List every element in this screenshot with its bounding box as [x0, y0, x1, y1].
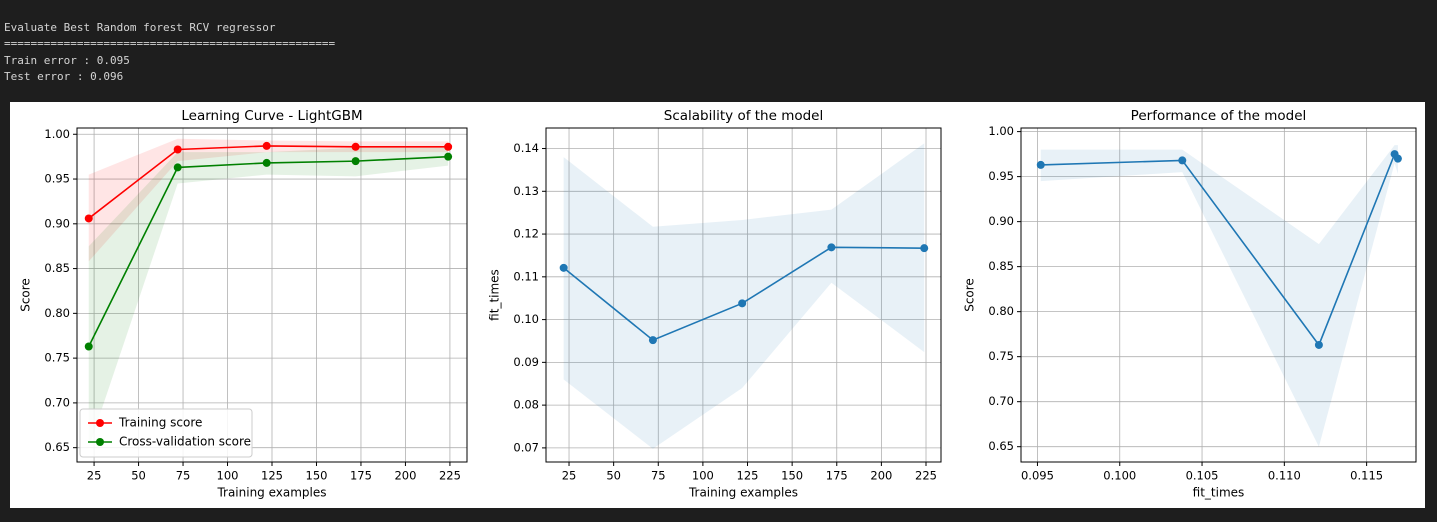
- data-point: [1393, 154, 1402, 163]
- x-tick-label: 0.095: [1021, 469, 1054, 483]
- data-point: [1314, 340, 1323, 349]
- y-tick-label: 0.80: [44, 306, 70, 320]
- x-tick-label: 150: [306, 469, 328, 483]
- x-tick-label: 25: [562, 469, 577, 483]
- x-tick-label: 25: [87, 469, 102, 483]
- chart-title: Learning Curve - LightGBM: [181, 108, 362, 124]
- confidence-band: [563, 143, 925, 449]
- data-point: [827, 243, 836, 252]
- axes-frame: [545, 127, 942, 463]
- x-tick-label: 150: [781, 469, 803, 483]
- data-point: [444, 142, 453, 151]
- data-point: [173, 145, 182, 154]
- y-axis-label: Score: [963, 278, 977, 312]
- y-tick-label: 0.95: [988, 169, 1014, 183]
- x-tick-label: 75: [651, 469, 666, 483]
- legend-marker: [96, 438, 104, 446]
- x-tick-label: 225: [439, 469, 461, 483]
- x-tick-label: 200: [870, 469, 892, 483]
- data-point: [738, 299, 747, 308]
- y-tick-label: 0.11: [513, 269, 539, 283]
- legend-marker: [96, 419, 104, 427]
- data-point: [444, 152, 453, 161]
- data-point: [262, 141, 271, 150]
- console-line: Train error : 0.095: [4, 54, 130, 67]
- x-tick-label: 0.110: [1268, 469, 1301, 483]
- data-point: [1178, 156, 1187, 165]
- data-point: [84, 342, 93, 351]
- y-axis-label: Score: [19, 278, 33, 312]
- data-point: [262, 158, 271, 167]
- x-tick-label: 50: [131, 469, 146, 483]
- y-tick-label: 0.09: [513, 355, 539, 369]
- y-tick-label: 0.65: [988, 439, 1014, 453]
- x-tick-label: 0.105: [1186, 469, 1219, 483]
- x-tick-label: 125: [737, 469, 759, 483]
- axes-frame: [76, 127, 468, 463]
- chart-title: Performance of the model: [1131, 108, 1307, 124]
- legend-label: Training score: [118, 416, 202, 430]
- y-tick-label: 0.08: [513, 398, 539, 412]
- data-point: [920, 244, 929, 253]
- console-line: ========================================…: [4, 37, 336, 50]
- confidence-band: [88, 138, 449, 262]
- x-tick-label: 100: [217, 469, 239, 483]
- chart-title: Scalability of the model: [664, 108, 823, 124]
- data-point: [351, 142, 360, 151]
- y-tick-label: 0.75: [988, 349, 1014, 363]
- y-tick-label: 0.95: [44, 172, 70, 186]
- y-tick-label: 0.80: [988, 304, 1014, 318]
- y-tick-label: 0.75: [44, 351, 70, 365]
- data-point: [84, 214, 93, 223]
- data-point: [173, 163, 182, 172]
- console-line: Evaluate Best Random forest RCV regresso…: [4, 21, 276, 34]
- y-tick-label: 0.85: [44, 261, 70, 275]
- x-tick-label: 200: [394, 469, 416, 483]
- x-tick-label: 100: [692, 469, 714, 483]
- y-tick-label: 0.70: [988, 394, 1014, 408]
- axes-frame: [1020, 127, 1417, 463]
- y-tick-label: 0.12: [513, 227, 539, 241]
- y-tick-label: 0.85: [988, 259, 1014, 273]
- y-axis-label: fit_times: [488, 269, 502, 321]
- console-line: Test error : 0.096: [4, 70, 123, 83]
- y-tick-label: 0.14: [513, 141, 539, 155]
- x-tick-label: 50: [606, 469, 621, 483]
- y-tick-label: 1.00: [44, 127, 70, 141]
- data-point: [648, 336, 657, 345]
- x-tick-label: 175: [350, 469, 372, 483]
- y-tick-label: 0.65: [44, 440, 70, 454]
- data-point: [1036, 160, 1045, 169]
- x-axis-label: fit_times: [1193, 486, 1245, 500]
- x-tick-label: 175: [826, 469, 848, 483]
- confidence-band: [1040, 145, 1398, 447]
- x-axis-label: Training examples: [216, 486, 326, 500]
- y-tick-label: 0.10: [513, 312, 539, 326]
- y-tick-label: 0.90: [44, 216, 70, 230]
- x-tick-label: 0.100: [1103, 469, 1136, 483]
- x-tick-label: 225: [915, 469, 937, 483]
- y-tick-label: 1.00: [988, 124, 1014, 138]
- y-tick-label: 0.70: [44, 395, 70, 409]
- x-tick-label: 75: [176, 469, 191, 483]
- x-axis-label: Training examples: [688, 486, 798, 500]
- legend-label: Cross-validation score: [119, 435, 251, 449]
- legend-box: [79, 408, 253, 458]
- y-tick-label: 0.90: [988, 214, 1014, 228]
- x-tick-label: 125: [261, 469, 283, 483]
- data-point: [351, 157, 360, 166]
- y-tick-label: 0.07: [513, 440, 539, 454]
- y-tick-label: 0.13: [513, 184, 539, 198]
- x-tick-label: 0.115: [1350, 469, 1383, 483]
- data-point: [559, 263, 568, 272]
